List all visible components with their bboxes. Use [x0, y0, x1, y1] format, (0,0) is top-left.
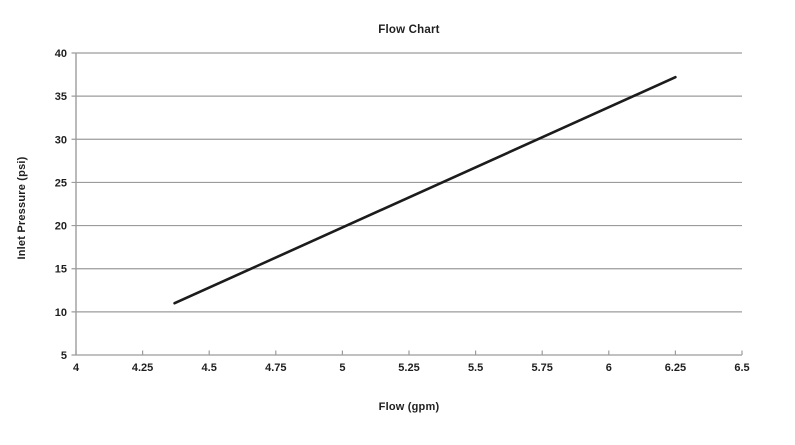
data-line [173, 75, 677, 305]
y-tick-label: 5 [61, 350, 67, 362]
y-tick-label: 15 [55, 264, 67, 276]
x-tick-label: 4.5 [202, 362, 217, 374]
x-tick-label: 4 [73, 362, 80, 374]
y-tick-label: 10 [55, 307, 67, 319]
x-tick-label: 6.5 [734, 362, 749, 374]
x-tick-label: 5.75 [531, 362, 552, 374]
x-tick-label: 5.5 [468, 362, 483, 374]
y-tick-label: 40 [55, 48, 67, 60]
chart-title: Flow Chart [378, 24, 440, 36]
y-tick-label: 30 [55, 134, 67, 146]
x-tick-label: 4.75 [265, 362, 286, 374]
y-tick-label: 25 [55, 177, 67, 189]
x-tick-label: 6.25 [665, 362, 686, 374]
x-tick-label: 5.25 [398, 362, 419, 374]
x-tick-label: 6 [606, 362, 612, 374]
x-tick-label: 5 [339, 362, 345, 374]
y-tick-label: 20 [55, 221, 67, 233]
x-tick-label: 4.25 [132, 362, 153, 374]
y-tick-label: 35 [55, 91, 67, 103]
x-axis-title: Flow (gpm) [378, 401, 440, 413]
